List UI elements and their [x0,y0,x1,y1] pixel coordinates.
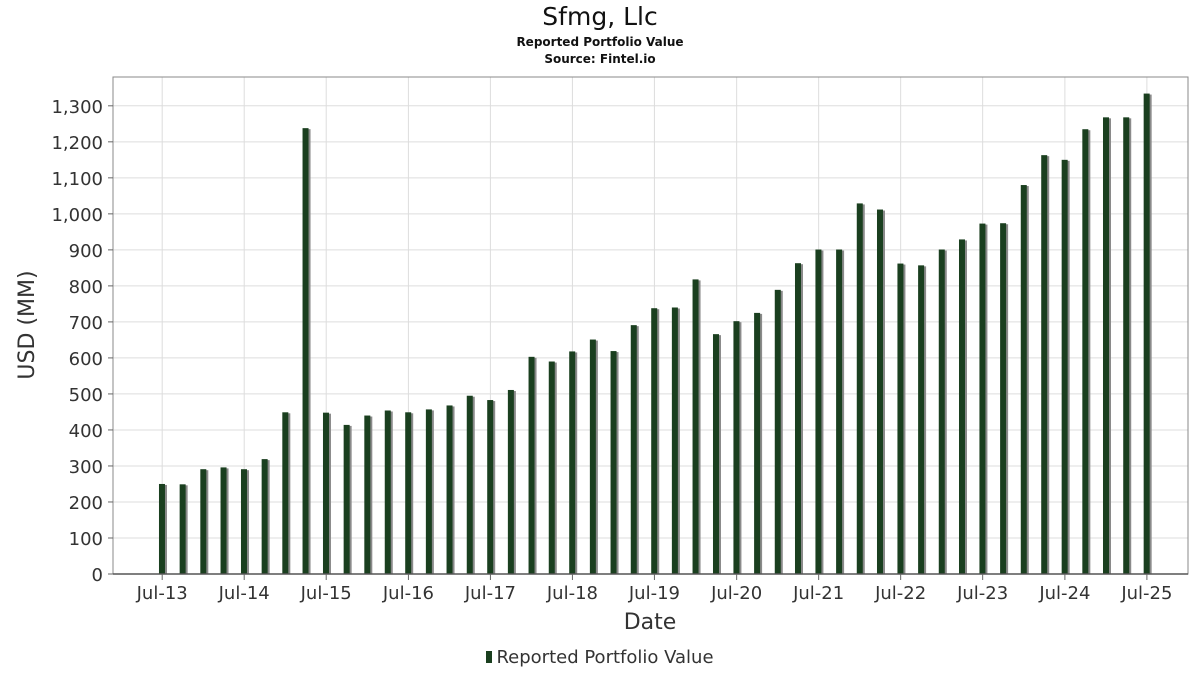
x-tick-label: Jul-25 [1120,583,1172,604]
y-tick-labels: 0 100 200 300 400 500 600 700 800 900 1,000 1,100 1,… [51,97,113,586]
y-tick-label: 300 [69,457,103,478]
bar [179,484,186,574]
bar [836,249,843,575]
bar [876,209,883,575]
bar [548,361,555,574]
bar [815,249,822,575]
bar [487,400,494,574]
bar [364,415,371,574]
x-tick-label: Jul-15 [300,583,352,604]
y-tick-label: 100 [69,529,103,550]
bar [1123,117,1130,574]
bar [1082,129,1089,574]
bar [856,203,863,574]
bar [282,412,289,574]
bar [1143,93,1150,575]
y-tick-label: 800 [69,277,103,298]
y-tick-label: 700 [69,313,103,334]
bar [651,308,658,574]
bar [466,395,473,574]
chart-subtitle: Reported Portfolio Value [516,35,684,49]
bar [938,249,945,575]
bars [158,93,1152,575]
y-tick-label: 1,100 [51,169,103,190]
bar [1061,159,1068,575]
legend-label: Reported Portfolio Value [496,647,714,668]
bar [1020,185,1027,575]
bar [979,223,986,574]
x-tick-label: Jul-20 [710,583,762,604]
x-tick-labels: Jul-13 Jul-14 Jul-15 Jul-16 Jul-17 Jul-18 Jul-… [136,574,1172,604]
bar [774,289,781,574]
y-axis-label: USD (MM) [15,270,40,379]
y-tick-label: 600 [69,349,103,370]
bar [569,351,576,574]
bar [630,325,637,574]
x-tick-label: Jul-18 [546,583,598,604]
y-tick-label: 0 [92,565,103,586]
y-tick-label: 400 [69,421,103,442]
bar [958,239,965,575]
x-tick-label: Jul-22 [874,583,926,604]
chart-title: Sfmg, Llc [542,2,658,31]
bar [158,483,165,574]
bar [794,263,801,574]
bar [302,128,309,575]
x-tick-label: Jul-24 [1038,583,1090,604]
x-tick-label: Jul-21 [792,583,844,604]
bar [220,467,227,574]
bar [733,321,740,574]
x-tick-label: Jul-23 [956,583,1008,604]
y-tick-label: 500 [69,385,103,406]
x-tick-label: Jul-13 [136,583,188,604]
bar [897,263,904,574]
x-tick-label: Jul-16 [382,583,434,604]
y-tick-label: 1,000 [51,205,103,226]
bar [610,351,617,574]
bar [240,469,247,574]
bar [343,424,350,574]
y-tick-label: 1,200 [51,133,103,154]
bar [384,410,391,574]
legend-swatch [486,651,493,663]
bar [1041,155,1048,575]
bar [528,356,535,574]
bar [446,405,453,574]
bar [671,307,678,574]
x-axis-label: Date [624,610,677,635]
chart-source: Source: Fintel.io [544,52,656,66]
bar [425,409,432,574]
x-tick-label: Jul-17 [464,583,516,604]
bar [261,459,268,574]
y-tick-label: 1,300 [51,97,103,118]
x-tick-label: Jul-19 [628,583,680,604]
bar [405,412,412,574]
bar [712,334,719,574]
bar [1000,223,1007,574]
bar [692,279,699,574]
bar [507,389,514,574]
legend: Reported Portfolio Value [0,647,1200,668]
x-tick-label: Jul-14 [218,583,270,604]
bar [322,412,329,574]
bar [918,265,925,574]
bar [200,469,207,574]
y-tick-label: 200 [69,493,103,514]
y-tick-label: 900 [69,241,103,262]
bar [754,312,761,574]
bar [1102,117,1109,574]
bar [589,339,596,574]
